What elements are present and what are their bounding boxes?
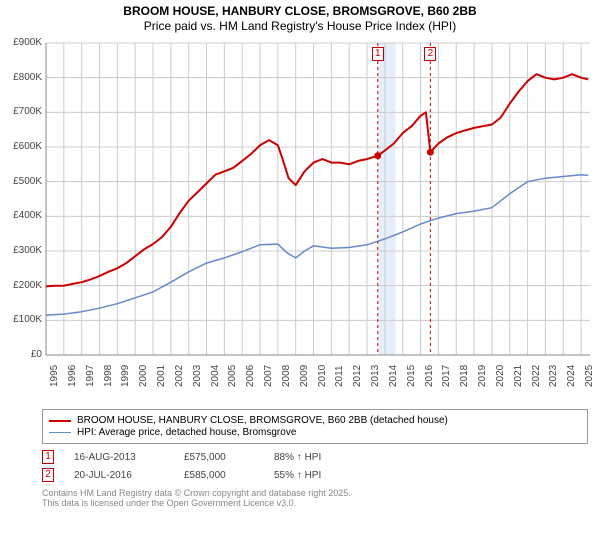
x-axis-label: 2014: [388, 365, 399, 387]
legend-label: HPI: Average price, detached house, Brom…: [77, 427, 296, 438]
y-axis-label: £900K: [0, 37, 42, 48]
x-axis-label: 2000: [138, 365, 149, 387]
x-axis-label: 1997: [85, 365, 96, 387]
x-axis-label: 2015: [406, 365, 417, 387]
y-axis-label: £200K: [0, 280, 42, 291]
x-axis-label: 2002: [174, 365, 185, 387]
chart-area: £0 £100K £200K £300K £400K £500K £600K £700K £80…: [0, 35, 600, 405]
x-axis-label: 2023: [548, 365, 559, 387]
x-axis-label: 2025: [584, 365, 595, 387]
chart-title-block: BROOM HOUSE, HANBURY CLOSE, BROMSGROVE, …: [0, 0, 600, 35]
sale-date: 16-AUG-2013: [74, 452, 164, 463]
y-axis-label: £800K: [0, 72, 42, 83]
x-axis-label: 2019: [477, 365, 488, 387]
legend-swatch: [49, 420, 71, 422]
legend-box: BROOM HOUSE, HANBURY CLOSE, BROMSGROVE, …: [42, 409, 588, 444]
x-axis-label: 2024: [566, 365, 577, 387]
x-axis-label: 2001: [156, 365, 167, 387]
sale-hpi: 55% ↑ HPI: [274, 470, 321, 481]
sale-marker-1: 1: [372, 47, 384, 61]
x-axis-label: 2022: [531, 365, 542, 387]
x-axis-label: 2021: [513, 365, 524, 387]
legend-label: BROOM HOUSE, HANBURY CLOSE, BROMSGROVE, …: [77, 415, 448, 426]
x-axis-label: 2009: [299, 365, 310, 387]
y-axis-label: £400K: [0, 210, 42, 221]
line-chart-svg: [0, 35, 600, 405]
x-axis-label: 1995: [49, 365, 60, 387]
x-axis-label: 2006: [245, 365, 256, 387]
legend-item: BROOM HOUSE, HANBURY CLOSE, BROMSGROVE, …: [49, 415, 581, 426]
sale-price: £585,000: [184, 470, 254, 481]
chart-title-1: BROOM HOUSE, HANBURY CLOSE, BROMSGROVE, …: [0, 4, 600, 18]
chart-title-2: Price paid vs. HM Land Registry's House …: [0, 19, 600, 33]
y-axis-label: £0: [0, 349, 42, 360]
x-axis-label: 2012: [352, 365, 363, 387]
x-axis-label: 2005: [227, 365, 238, 387]
x-axis-label: 2016: [424, 365, 435, 387]
x-axis-label: 2007: [263, 365, 274, 387]
sales-table: 1 16-AUG-2013 £575,000 88% ↑ HPI 2 20-JUL-201…: [42, 450, 588, 482]
legend-item: HPI: Average price, detached house, Brom…: [49, 427, 581, 438]
x-axis-label: 2011: [334, 365, 345, 387]
footer-line-2: This data is licensed under the Open Gov…: [42, 498, 588, 508]
x-axis-label: 2010: [317, 365, 328, 387]
legend-swatch: [49, 432, 71, 434]
y-axis-label: £300K: [0, 245, 42, 256]
sale-number-box: 1: [42, 450, 54, 464]
x-axis-label: 1996: [67, 365, 78, 387]
sale-price: £575,000: [184, 452, 254, 463]
sale-row: 1 16-AUG-2013 £575,000 88% ↑ HPI: [42, 450, 588, 464]
x-axis-label: 2004: [210, 365, 221, 387]
y-axis-label: £600K: [0, 141, 42, 152]
x-axis-label: 2003: [192, 365, 203, 387]
x-axis-label: 2017: [441, 365, 452, 387]
x-axis-label: 2008: [281, 365, 292, 387]
y-axis-label: £700K: [0, 106, 42, 117]
footer-attribution: Contains HM Land Registry data © Crown c…: [42, 488, 588, 508]
y-axis-label: £500K: [0, 176, 42, 187]
x-axis-label: 2013: [370, 365, 381, 387]
y-axis-label: £100K: [0, 314, 42, 325]
x-axis-label: 2018: [459, 365, 470, 387]
footer-line-1: Contains HM Land Registry data © Crown c…: [42, 488, 588, 498]
sale-number-box: 2: [42, 468, 54, 482]
x-axis-label: 2020: [495, 365, 506, 387]
sale-marker-2: 2: [424, 47, 436, 61]
sale-hpi: 88% ↑ HPI: [274, 452, 321, 463]
sale-date: 20-JUL-2016: [74, 470, 164, 481]
x-axis-label: 1998: [103, 365, 114, 387]
sale-row: 2 20-JUL-2016 £585,000 55% ↑ HPI: [42, 468, 588, 482]
x-axis-label: 1999: [120, 365, 131, 387]
